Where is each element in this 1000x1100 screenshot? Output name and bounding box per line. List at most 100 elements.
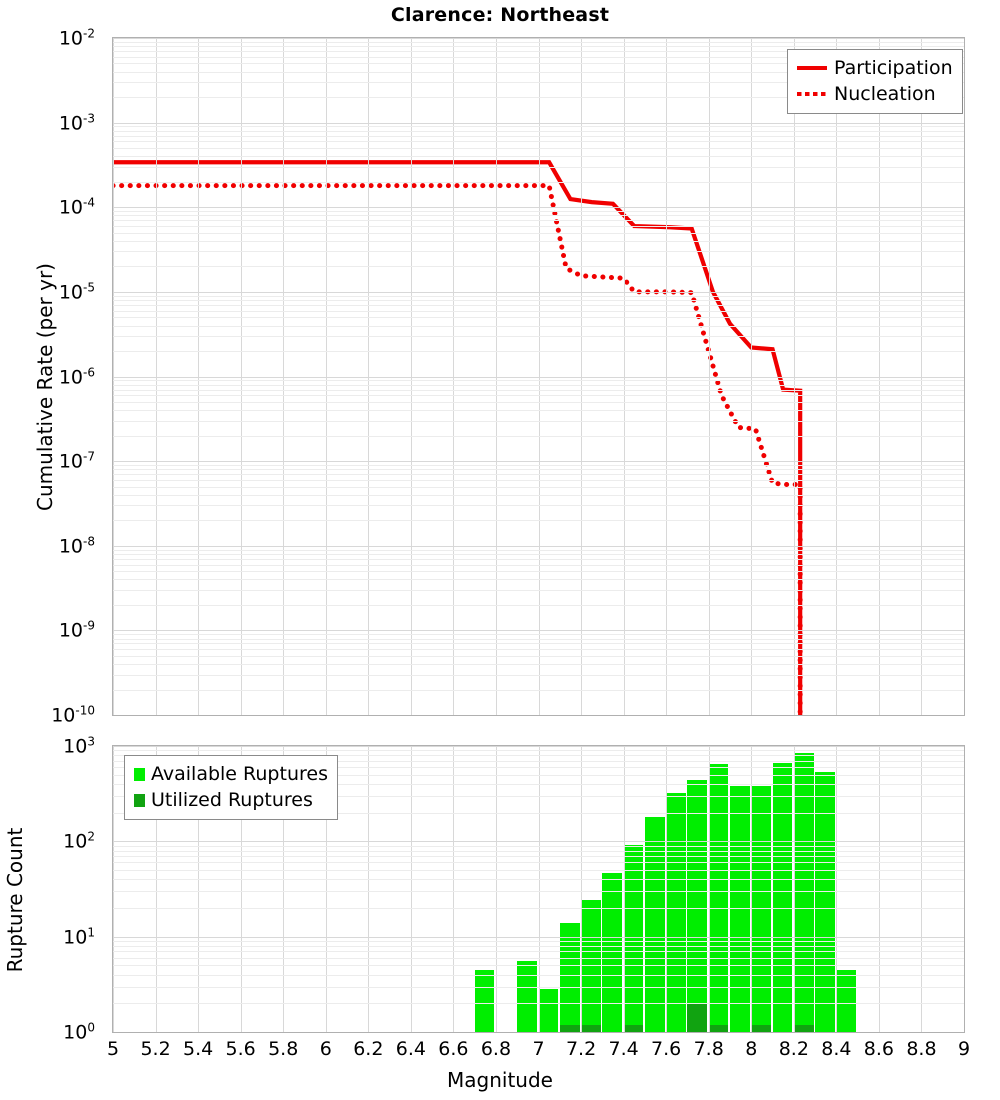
gridline-horizontal-minor xyxy=(113,634,964,636)
gridline-horizontal-major xyxy=(113,291,964,293)
histogram-bar xyxy=(666,793,686,1032)
x-tick-label: 7.2 xyxy=(565,1038,597,1060)
gridline-horizontal-minor xyxy=(113,564,964,566)
gridline-vertical xyxy=(325,746,327,1032)
gridline-horizontal-minor xyxy=(113,384,964,386)
gridline-horizontal-minor xyxy=(113,1032,964,1033)
gridline-horizontal-minor xyxy=(113,1003,964,1005)
gridline-horizontal-minor xyxy=(113,181,964,183)
bar-segment-available xyxy=(644,817,665,1032)
gridline-horizontal-minor xyxy=(113,664,964,666)
gridline-vertical xyxy=(793,746,795,1032)
gridline-horizontal-minor xyxy=(113,215,964,217)
bar-segment-available xyxy=(793,752,814,1032)
gridline-horizontal-minor xyxy=(113,479,964,481)
gridline-horizontal-minor xyxy=(113,211,964,213)
gridline-horizontal-minor xyxy=(113,579,964,581)
gridline-horizontal-minor xyxy=(113,166,964,168)
gridline-horizontal-major xyxy=(113,841,964,843)
gridline-horizontal-minor xyxy=(113,435,964,437)
y-tick-label: 10-6 xyxy=(58,364,95,389)
legend-label-available-ruptures: Available Ruptures xyxy=(151,763,328,785)
gridline-horizontal-minor xyxy=(113,300,964,302)
x-tick-label: 5.6 xyxy=(225,1038,256,1060)
histogram-bar xyxy=(751,786,772,1032)
gridline-horizontal-minor xyxy=(113,63,964,65)
gridline-vertical xyxy=(495,746,497,1032)
gridline-horizontal-minor xyxy=(113,907,964,909)
gridline-horizontal-minor xyxy=(113,638,964,640)
bar-segment-utilized xyxy=(559,1025,580,1032)
gridline-horizontal-minor xyxy=(113,220,964,222)
y-tick-label: 101 xyxy=(63,924,95,949)
gridline-vertical xyxy=(964,746,965,1032)
y-tick-label: 10-3 xyxy=(58,110,95,135)
bar-segment-available xyxy=(538,989,559,1032)
gridline-horizontal-minor xyxy=(113,643,964,645)
gridline-horizontal-minor xyxy=(113,395,964,397)
gridline-horizontal-minor xyxy=(113,845,964,847)
gridline-horizontal-minor xyxy=(113,750,964,752)
y-tick-label: 100 xyxy=(63,1020,95,1044)
legend-item-nucleation: Nucleation xyxy=(797,82,953,106)
x-tick-label: 6.6 xyxy=(438,1038,469,1060)
gridline-horizontal-minor xyxy=(113,486,964,488)
figure-title: Clarence: Northeast xyxy=(390,4,610,26)
legend-label-participation: Participation xyxy=(834,57,953,79)
gridline-vertical xyxy=(283,746,285,1032)
gridline-horizontal-major xyxy=(113,122,964,124)
x-tick-label: 6.4 xyxy=(395,1038,426,1060)
gridline-horizontal-major xyxy=(113,207,964,209)
top-y-axis-title: Cumulative Rate (per yr) xyxy=(33,263,57,511)
gridline-vertical xyxy=(113,746,114,1032)
gridline-horizontal-minor xyxy=(113,141,964,143)
histogram-bar xyxy=(708,763,729,1032)
gridline-horizontal-minor xyxy=(113,604,964,606)
gridline-horizontal-minor xyxy=(113,304,964,306)
gridline-horizontal-minor xyxy=(113,41,964,43)
gridline-horizontal-minor xyxy=(113,862,964,864)
cumulative-rate-plot xyxy=(112,37,965,716)
gridline-horizontal-major xyxy=(113,936,964,938)
y-tick-label: 10-5 xyxy=(58,280,95,304)
gridline-vertical xyxy=(623,746,625,1032)
gridline-horizontal-minor xyxy=(113,520,964,522)
legend-item-participation: Participation xyxy=(797,56,953,80)
gridline-horizontal-minor xyxy=(113,310,964,312)
gridline-horizontal-minor xyxy=(113,46,964,48)
gridline-horizontal-minor xyxy=(113,240,964,242)
gridline-horizontal-minor xyxy=(113,783,964,785)
gridline-horizontal-minor xyxy=(113,571,964,573)
gridline-vertical xyxy=(921,746,923,1032)
gridline-horizontal-minor xyxy=(113,767,964,769)
gridline-horizontal-minor xyxy=(113,1032,964,1033)
utilized-ruptures-swatch-icon xyxy=(134,793,145,807)
x-tick-label: 5 xyxy=(106,1038,120,1060)
gridline-horizontal-minor xyxy=(113,870,964,872)
legend-label-nucleation: Nucleation xyxy=(834,83,936,105)
gridline-horizontal-minor xyxy=(113,251,964,253)
bar-segment-available xyxy=(751,786,772,1032)
bar-legend: Available Ruptures Utilized Ruptures xyxy=(124,755,338,820)
x-tick-label: 6.2 xyxy=(353,1038,384,1060)
bar-segment-utilized xyxy=(793,1025,814,1032)
gridline-horizontal-minor xyxy=(113,336,964,338)
curve-participation xyxy=(113,160,803,715)
x-tick-label: 9 xyxy=(957,1038,971,1060)
rupture-count-bars xyxy=(113,746,964,1032)
legend-item-utilized-ruptures: Utilized Ruptures xyxy=(134,788,328,812)
gridline-horizontal-minor xyxy=(113,1032,964,1033)
gridline-vertical xyxy=(410,746,412,1032)
bar-segment-available xyxy=(559,922,580,1032)
histogram-bar xyxy=(602,873,623,1032)
gridline-horizontal-major xyxy=(113,545,964,547)
y-tick-label: 10-2 xyxy=(58,26,95,50)
histogram-bar xyxy=(729,786,750,1032)
gridline-horizontal-minor xyxy=(113,401,964,403)
top-y-tick-labels: 10-2 10-3 10-4 10-5 10-6 10-7 10-8 10-9 10-10 xyxy=(0,26,104,726)
histogram-bar xyxy=(836,969,857,1032)
y-tick-label: 10-8 xyxy=(58,534,95,558)
x-tick-label: 5.4 xyxy=(182,1038,214,1060)
bar-segment-available xyxy=(666,793,686,1032)
gridline-vertical xyxy=(155,746,157,1032)
